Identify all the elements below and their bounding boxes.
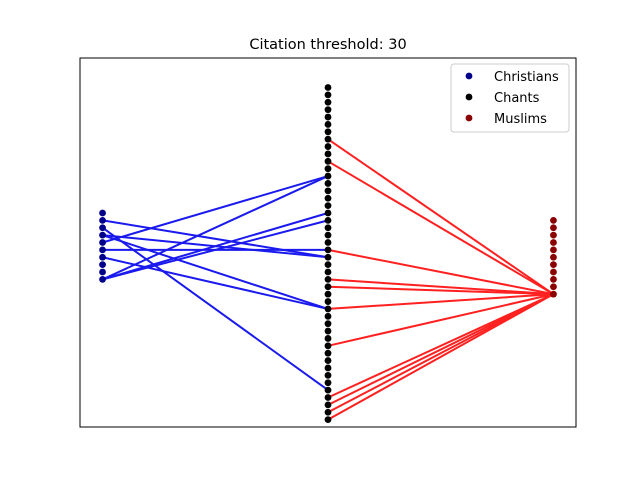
legend-box bbox=[450, 63, 570, 133]
chants-point-10 bbox=[324, 342, 332, 350]
chants-point-5 bbox=[324, 379, 332, 387]
muslims-point-5 bbox=[550, 253, 557, 261]
muslims-point-8 bbox=[550, 231, 557, 239]
chants-point-26 bbox=[324, 224, 332, 232]
edge-chant-muslim-9 bbox=[327, 293, 554, 414]
chants-point-20 bbox=[324, 268, 332, 276]
edge-chant-muslim-2 bbox=[327, 248, 554, 296]
chants-point-1 bbox=[324, 408, 332, 416]
legend-label-muslims: Muslims bbox=[494, 112, 547, 127]
chants-point-27 bbox=[324, 216, 332, 224]
edges-layer bbox=[101, 138, 555, 421]
christians-point-4 bbox=[99, 246, 106, 254]
chants-point-31 bbox=[324, 187, 332, 195]
chants-point-17 bbox=[324, 290, 332, 298]
christians-point-1 bbox=[99, 268, 106, 276]
muslims-point-0 bbox=[550, 290, 557, 298]
muslims-point-1 bbox=[550, 283, 557, 291]
legend-marker-christians bbox=[465, 72, 473, 80]
chants-point-43 bbox=[324, 98, 332, 106]
edge-chant-muslim-4 bbox=[327, 285, 554, 296]
christians-point-3 bbox=[99, 253, 106, 261]
legend: Christians Chants Muslims bbox=[450, 63, 570, 133]
chants-point-45 bbox=[324, 84, 332, 91]
chants-point-9 bbox=[324, 349, 332, 357]
legend-label-chants: Chants bbox=[494, 91, 540, 106]
chants-point-25 bbox=[324, 231, 332, 239]
chants-point-19 bbox=[324, 276, 332, 283]
chart-title: Citation threshold: 30 bbox=[249, 37, 406, 53]
chants-point-21 bbox=[324, 261, 332, 269]
edge-christian-chant-6 bbox=[102, 234, 329, 310]
edge-chant-muslim-10 bbox=[327, 293, 554, 421]
chants-point-39 bbox=[324, 128, 332, 136]
chants-point-35 bbox=[324, 157, 332, 165]
chants-point-37 bbox=[324, 143, 332, 150]
chants-point-11 bbox=[324, 335, 332, 342]
chants-point-13 bbox=[324, 320, 332, 328]
edge-chant-muslim-1 bbox=[327, 160, 554, 296]
points-layer bbox=[99, 84, 557, 424]
legend-marker-chants bbox=[465, 93, 473, 101]
chants-point-16 bbox=[324, 298, 332, 305]
muslims-point-10 bbox=[550, 216, 557, 224]
chants-point-22 bbox=[324, 253, 332, 261]
edge-chant-muslim-7 bbox=[327, 293, 554, 399]
chants-point-33 bbox=[324, 172, 332, 180]
chants-point-30 bbox=[324, 194, 332, 202]
legend-label-christians: Christians bbox=[494, 70, 559, 85]
chants-point-8 bbox=[324, 357, 332, 364]
christians-point-2 bbox=[99, 261, 106, 269]
chants-point-41 bbox=[324, 113, 332, 121]
christians-point-6 bbox=[99, 231, 106, 239]
christians-point-7 bbox=[99, 224, 106, 232]
muslims-point-9 bbox=[550, 224, 557, 232]
edge-christian-chant-0 bbox=[102, 175, 329, 281]
chants-point-44 bbox=[324, 91, 332, 99]
christians-point-9 bbox=[99, 209, 106, 217]
chants-point-32 bbox=[324, 180, 332, 187]
muslims-point-6 bbox=[550, 246, 557, 254]
chants-point-40 bbox=[324, 121, 332, 128]
edge-christian-chant-7 bbox=[101, 226, 329, 391]
chants-point-14 bbox=[324, 312, 332, 320]
plot-area-frame bbox=[79, 57, 577, 428]
chants-point-23 bbox=[324, 246, 332, 254]
chants-point-15 bbox=[324, 305, 332, 313]
chants-point-29 bbox=[324, 202, 332, 210]
legend-marker-muslims bbox=[465, 114, 473, 122]
chants-point-24 bbox=[324, 239, 332, 246]
edge-christian-chant-8 bbox=[102, 219, 329, 259]
edge-chant-muslim-6 bbox=[327, 293, 554, 347]
chants-point-4 bbox=[324, 386, 332, 394]
chants-point-7 bbox=[324, 364, 332, 372]
muslims-point-3 bbox=[550, 268, 557, 276]
edge-christian-chant-3 bbox=[102, 256, 329, 310]
edge-christian-chant-4 bbox=[102, 175, 329, 244]
edge-chant-muslim-5 bbox=[327, 293, 554, 310]
chants-point-38 bbox=[324, 135, 332, 143]
christians-point-0 bbox=[99, 276, 106, 283]
edge-chant-muslim-0 bbox=[327, 138, 555, 295]
chants-point-42 bbox=[324, 106, 332, 114]
chants-point-12 bbox=[324, 327, 332, 335]
christians-point-5 bbox=[99, 239, 106, 246]
chants-point-0 bbox=[324, 416, 332, 424]
chants-point-18 bbox=[324, 283, 332, 291]
edge-chant-muslim-3 bbox=[327, 278, 554, 296]
edge-christian-chant-5 bbox=[102, 234, 329, 259]
chants-point-34 bbox=[324, 165, 332, 173]
christians-point-8 bbox=[99, 216, 106, 224]
chants-point-36 bbox=[324, 150, 332, 158]
chants-point-6 bbox=[324, 371, 332, 379]
muslims-point-7 bbox=[550, 239, 557, 246]
muslims-point-4 bbox=[550, 261, 557, 269]
chants-point-3 bbox=[324, 394, 332, 401]
chants-point-28 bbox=[324, 209, 332, 217]
edge-chant-muslim-8 bbox=[327, 293, 554, 406]
chants-point-2 bbox=[324, 401, 332, 409]
muslims-point-2 bbox=[550, 276, 557, 283]
